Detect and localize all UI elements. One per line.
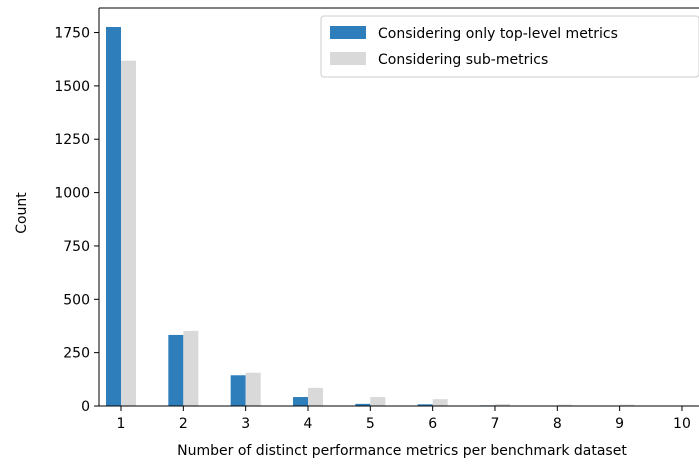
y-tick-label: 1750 [54,26,90,42]
x-tick-label: 6 [428,416,437,432]
legend-swatch [330,26,366,39]
legend-label: Considering sub-metrics [378,52,548,68]
bars-layer [106,27,697,406]
bar-series-1-3 [231,375,246,406]
bar-series-1-4 [293,397,308,406]
legend: Considering only top-level metrics Consid… [321,16,699,77]
x-axis-label: Number of distinct performance metrics p… [177,443,627,459]
x-tick-label: 2 [179,416,188,432]
bar-series-2-6 [433,399,448,406]
x-tick-label: 10 [673,416,691,432]
bar-series-2-2 [183,331,198,406]
bar-series-2-5 [370,397,385,406]
x-tick-label: 4 [304,416,313,432]
y-tick-label: 1250 [54,132,90,148]
y-tick-label: 750 [63,239,90,255]
bar-series-1-2 [168,335,183,406]
x-tick-label: 3 [241,416,250,432]
x-tick-label: 9 [615,416,624,432]
y-tick-label: 0 [81,399,90,415]
bar-series-2-3 [246,373,261,406]
x-tick-label: 5 [366,416,375,432]
y-tick-label: 1000 [54,186,90,202]
x-tick-label: 8 [553,416,562,432]
y-tick-label: 250 [63,346,90,362]
legend-label: Considering only top-level metrics [378,26,618,42]
x-tick-label: 1 [117,416,126,432]
bar-series-2-1 [121,61,136,406]
bar-series-1-1 [106,27,121,406]
y-tick-label: 1500 [54,79,90,95]
x-tick-label: 7 [491,416,500,432]
bar-series-2-4 [308,388,323,406]
y-tick-label: 500 [63,292,90,308]
legend-swatch [330,52,366,65]
y-axis-label: Count [14,192,30,234]
